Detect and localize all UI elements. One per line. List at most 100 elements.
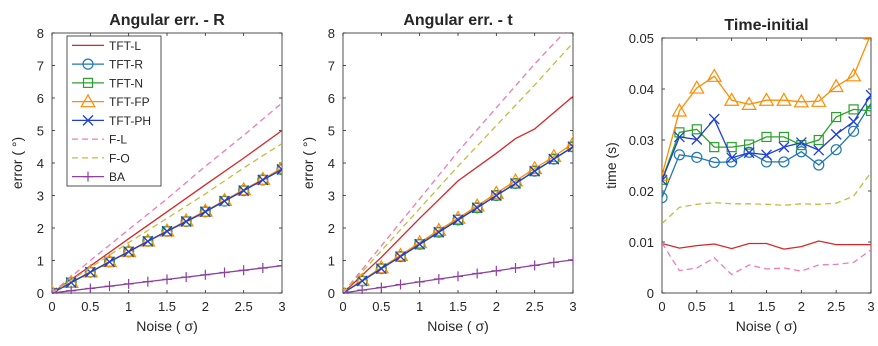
data-point-TFT-PH [848, 116, 860, 128]
data-point-TFT-PH [795, 137, 807, 149]
x-tick-label: 2 [798, 299, 805, 314]
legend-marker [82, 77, 94, 88]
series-line-TFT-FP [343, 142, 573, 294]
series-line-F-O [343, 42, 573, 294]
data-point-TFT-R [795, 146, 807, 158]
legend-label: BA [109, 170, 125, 184]
legend-label: F-O [109, 151, 130, 165]
series-line-F-O [52, 142, 282, 294]
data-point-TFT-N [848, 104, 859, 115]
legend-marker [82, 58, 94, 70]
series-line-F-L [343, 32, 566, 294]
x-tick-label: 1 [416, 299, 423, 314]
y-tick-label: 0.04 [629, 82, 654, 97]
y-tick-label: 0.02 [629, 184, 654, 199]
series-TFT-N [662, 104, 871, 185]
data-point-BA [395, 279, 406, 290]
data-point-TFT-FP [671, 102, 688, 117]
legend-marker [82, 114, 94, 126]
x-axis-label: Noise ( σ) [427, 318, 489, 334]
x-tick-label: 1.5 [158, 299, 176, 314]
data-point-BA [238, 265, 249, 276]
legend-label: TFT-FP [109, 95, 150, 109]
data-point-TFT-PH [452, 214, 464, 226]
y-tick-label: 0 [37, 286, 44, 301]
x-tick-label: 2.5 [526, 299, 544, 314]
data-point-TFT-N [778, 131, 790, 143]
x-tick-label: 1 [125, 299, 132, 314]
y-tick-label: 8 [328, 26, 335, 41]
y-tick-label: 4 [328, 156, 335, 171]
data-point-BA [568, 254, 573, 265]
y-tick-label: 6 [328, 91, 335, 106]
data-point-TFT-R [847, 125, 860, 137]
data-point-TFT-R [830, 144, 842, 156]
data-point-TFT-PH [123, 246, 135, 258]
data-point-BA [414, 276, 425, 287]
data-point-BA [200, 269, 211, 280]
data-point-TFT-PH [778, 141, 790, 153]
data-point-TFT-FP [810, 93, 827, 107]
y-tick-label: 8 [37, 26, 44, 41]
data-point-BA [142, 276, 153, 287]
data-point-TFT-FP [706, 68, 723, 82]
data-point-TFT-FP [662, 167, 670, 181]
x-tick-label: 3 [278, 299, 285, 314]
data-point-TFT-FP [723, 92, 740, 106]
data-point-BA [162, 274, 172, 285]
data-point-TFT-N [743, 139, 755, 150]
data-point-TFT-PH [865, 89, 871, 101]
series-BA [52, 260, 282, 294]
data-point-TFT-PH [490, 190, 502, 201]
data-point-TFT-PH [761, 149, 772, 161]
data-point-TFT-N [709, 142, 720, 153]
x-tick-label: 2.5 [827, 299, 845, 314]
data-point-TFT-N [691, 124, 702, 135]
data-point-TFT-PH [238, 185, 250, 197]
legend-label: TFT-PH [109, 114, 151, 128]
series-F-O [343, 42, 573, 294]
y-tick-label: 7 [37, 59, 44, 74]
data-point-BA [376, 282, 387, 293]
data-point-BA [472, 268, 483, 279]
data-point-TFT-N [865, 105, 871, 117]
series-F-O [52, 142, 282, 294]
data-point-BA [510, 262, 521, 273]
y-tick-label: 5 [328, 124, 335, 139]
x-tick-label: 0.5 [372, 299, 390, 314]
data-point-BA [85, 283, 96, 294]
data-point-TFT-R [662, 192, 668, 204]
data-point-BA [491, 265, 502, 276]
plot-frame [661, 37, 872, 294]
data-point-BA [181, 272, 192, 283]
data-point-TFT-PH [433, 226, 445, 238]
series-line-F-L [52, 102, 282, 294]
x-tick-label: 2.5 [235, 299, 253, 314]
data-point-TFT-PH [529, 165, 541, 177]
data-point-TFT-PH [161, 225, 173, 237]
data-point-TFT-N [831, 111, 842, 123]
data-point-BA [219, 267, 230, 278]
data-point-TFT-PH [180, 216, 192, 227]
data-point-BA [357, 285, 368, 294]
chart-panel-2: Angular err. - t 0 0.5 1 1.5 2 2.5 3 0 1 2 3 4 5 6 7 8 No… [300, 12, 577, 334]
data-point-TFT-R [691, 151, 703, 163]
data-point-TFT-PH [567, 141, 573, 153]
data-point-BA [433, 274, 444, 285]
x-tick-label: 3 [569, 299, 576, 314]
y-tick-label: 0.05 [629, 31, 654, 46]
data-point-BA [52, 288, 57, 294]
data-point-TFT-FP [741, 96, 757, 110]
data-point-TFT-PH [375, 263, 387, 275]
data-point-TFT-R [760, 156, 773, 168]
series-line-TFT-L [662, 240, 871, 250]
legend-box [66, 35, 162, 187]
data-point-BA [66, 285, 77, 294]
y-tick-label: 4 [37, 156, 44, 171]
data-point-TFT-PH [84, 266, 96, 278]
legend-label: TFT-L [109, 39, 141, 53]
series-TFT-L [343, 95, 573, 294]
data-point-TFT-PH [219, 195, 230, 207]
data-point-BA [343, 288, 348, 294]
